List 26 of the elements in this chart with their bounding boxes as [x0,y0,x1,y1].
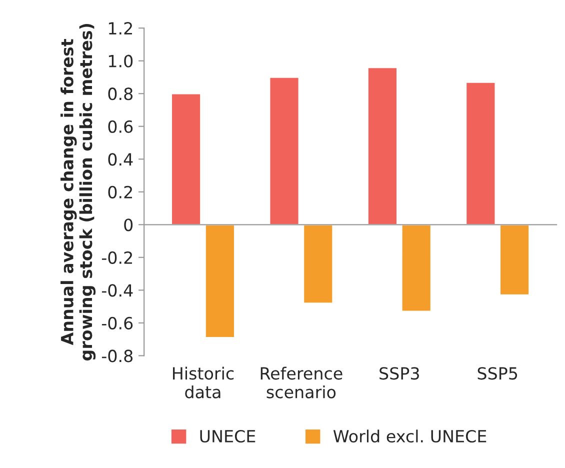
x-tick-label: Historic data [173,366,234,398]
y-tick-label: 1.0 [108,54,133,68]
bar [465,81,496,226]
y-tick-label: 0.8 [108,88,133,100]
x-tick-label: SSP5 [478,367,518,380]
y-axis-title: Annual average change in forest growing stock (billion cubic metres) [60,24,96,360]
y-tick-label: 0.4 [108,153,133,166]
y-tick-label: -0.2 [102,251,132,264]
y-tick-label: 0.2 [108,186,132,198]
bar [400,224,432,312]
bar [499,224,530,296]
y-tick-label: -0.6 [102,316,133,330]
bar [204,224,236,338]
y-tick-label: -0.4 [102,284,133,297]
bar [367,66,398,226]
legend-label: UNECE [200,430,256,443]
y-tick-label: 1.2 [108,22,132,34]
bar [268,76,300,226]
x-tick-label: SSP3 [380,367,419,380]
bar [302,224,334,304]
y-tick-label: 0.6 [108,120,133,133]
bar [170,92,202,226]
x-tick-label: Reference scenario [260,366,342,398]
y-tick-label: -0.8 [102,350,133,362]
y-tick-label: 0 [124,218,133,232]
legend-label: World excl. UNECE [333,430,486,443]
